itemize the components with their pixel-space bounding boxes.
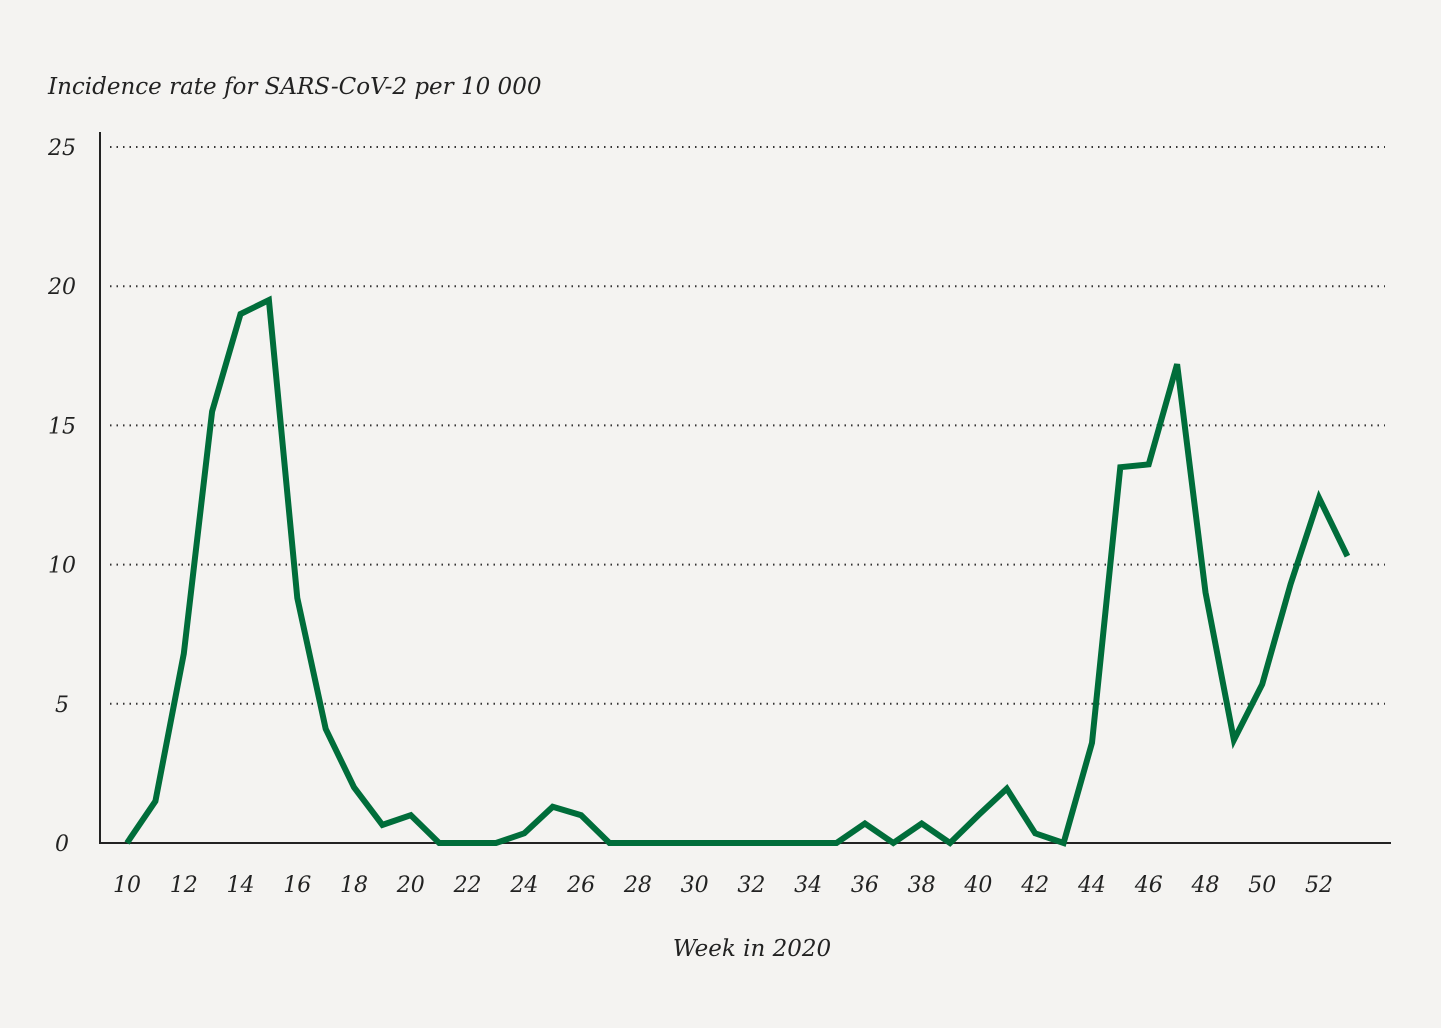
x-tick-label: 28 (623, 873, 652, 898)
x-tick-label: 48 (1190, 873, 1219, 898)
x-tick-label: 42 (1020, 873, 1049, 898)
x-tick-label: 32 (737, 873, 765, 898)
y-tick-label: 15 (48, 414, 76, 439)
x-tick-label: 18 (340, 873, 368, 898)
x-axis-title: Week in 2020 (673, 936, 831, 962)
y-tick-label: 20 (47, 275, 76, 300)
x-tick-label: 40 (963, 873, 992, 898)
x-tick-label: 30 (681, 873, 709, 898)
x-tick-label: 22 (453, 873, 482, 898)
x-tick-label: 12 (170, 873, 198, 898)
y-tick-label: 5 (55, 693, 69, 718)
series-line (124, 295, 1351, 847)
x-tick-label: 16 (283, 873, 311, 898)
y-axis-title: Incidence rate for SARS-CoV-2 per 10 000 (47, 74, 541, 100)
x-tick-label: 36 (851, 873, 879, 898)
y-tick-label: 0 (55, 832, 69, 857)
x-tick-label: 26 (566, 873, 595, 898)
x-tick-label: 14 (227, 873, 255, 898)
x-tick-label: 50 (1248, 873, 1276, 898)
x-tick-label: 52 (1305, 873, 1333, 898)
y-tick-label: 25 (47, 136, 76, 161)
x-tick-label: 10 (113, 873, 141, 898)
x-tick-label: 20 (396, 873, 425, 898)
x-tick-label: 46 (1134, 873, 1163, 898)
y-tick-label: 10 (48, 554, 76, 579)
x-tick-label: 34 (794, 873, 822, 898)
x-tick-label: 24 (509, 873, 538, 898)
x-tick-label: 38 (908, 873, 936, 898)
x-tick-label: 44 (1077, 873, 1106, 898)
